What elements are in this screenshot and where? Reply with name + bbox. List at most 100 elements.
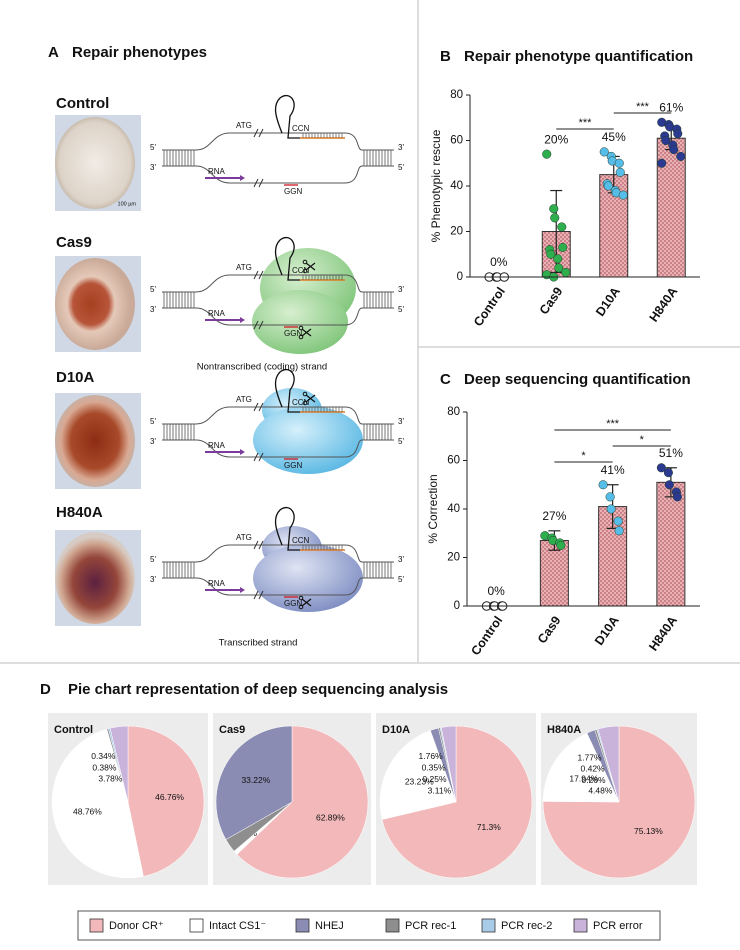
strand-end: 5' bbox=[150, 417, 156, 426]
label: GGN bbox=[284, 461, 302, 470]
data-point bbox=[673, 129, 683, 139]
y-tick-label: 60 bbox=[450, 135, 463, 147]
scissors bbox=[302, 259, 308, 265]
pie-slice bbox=[215, 725, 293, 840]
pie-label: 0.26% bbox=[581, 775, 606, 785]
legend-label: PCR rec-2 bbox=[501, 920, 552, 932]
label: RNA bbox=[208, 579, 226, 588]
legend-swatch bbox=[385, 918, 400, 933]
chart-title: Deep sequencing quantification bbox=[464, 371, 691, 388]
pie-label: 0.25% bbox=[422, 774, 447, 784]
break bbox=[253, 178, 259, 188]
data-point bbox=[669, 145, 679, 155]
label: GGN bbox=[284, 187, 302, 196]
eye bbox=[55, 532, 135, 624]
panel-title: Repair phenotypes bbox=[72, 44, 207, 61]
scissors bbox=[301, 328, 312, 337]
value-label: 0% bbox=[487, 584, 505, 598]
strand-end: 3' bbox=[150, 437, 156, 446]
legend-swatch bbox=[189, 918, 204, 933]
data-point bbox=[676, 151, 686, 161]
panel-letter: B bbox=[440, 48, 451, 65]
strand-end: 5' bbox=[150, 285, 156, 294]
pie-slice bbox=[542, 732, 620, 803]
significance-label: *** bbox=[579, 117, 593, 129]
data-point bbox=[663, 468, 673, 478]
data-point bbox=[657, 158, 667, 168]
data-point bbox=[549, 204, 559, 214]
panel-letter: A bbox=[48, 44, 59, 61]
legend-swatch bbox=[89, 918, 104, 933]
pie-title: D10A bbox=[382, 724, 410, 736]
legend-label: Intact CS1⁻ bbox=[209, 920, 266, 932]
break bbox=[258, 590, 264, 600]
legend-swatch bbox=[573, 918, 588, 933]
pie-label: 0.42% bbox=[581, 763, 606, 773]
value-label: 0% bbox=[490, 255, 508, 269]
label: ATG bbox=[236, 395, 252, 404]
data-point bbox=[598, 480, 608, 490]
strand-end: 3' bbox=[398, 555, 404, 564]
scissors bbox=[302, 400, 308, 406]
data-point bbox=[614, 158, 624, 168]
panel-letter: C bbox=[440, 371, 451, 388]
strand bbox=[195, 165, 363, 184]
y-tick-label: 40 bbox=[450, 180, 463, 192]
strand-end: 3' bbox=[398, 143, 404, 152]
strand-end: 5' bbox=[150, 555, 156, 564]
hairpin bbox=[274, 236, 300, 281]
value-label: 41% bbox=[601, 463, 625, 477]
pie-title: H840A bbox=[547, 724, 581, 736]
pie-label: 0.34% bbox=[91, 751, 116, 761]
data-point bbox=[656, 463, 666, 473]
pie-label: 3.11% bbox=[428, 785, 452, 795]
pie-label: 0.35% bbox=[422, 762, 447, 772]
scissors bbox=[305, 394, 316, 403]
row-label: H840A bbox=[56, 504, 103, 521]
strand-end: 3' bbox=[398, 417, 404, 426]
x-tick-label: Control bbox=[468, 614, 505, 658]
scissors bbox=[298, 334, 304, 340]
y-tick-label: 0 bbox=[457, 271, 463, 283]
break bbox=[253, 540, 259, 550]
value-label: 45% bbox=[602, 130, 626, 144]
data-point bbox=[603, 181, 613, 191]
pie-title: Cas9 bbox=[219, 724, 245, 736]
scissors bbox=[301, 598, 312, 607]
data-point bbox=[664, 480, 674, 490]
y-tick-label: 80 bbox=[447, 406, 460, 418]
strand-end: 3' bbox=[150, 305, 156, 314]
break bbox=[253, 590, 259, 600]
strand bbox=[195, 406, 363, 425]
data-point bbox=[661, 135, 671, 146]
rna-arrow bbox=[240, 317, 245, 323]
strand-end: 5' bbox=[398, 575, 404, 584]
x-tick-label: D10A bbox=[593, 285, 623, 319]
strand-end: 3' bbox=[150, 575, 156, 584]
x-tick-label: H840A bbox=[647, 285, 681, 325]
label: ATG bbox=[236, 263, 252, 272]
data-point bbox=[542, 149, 552, 159]
bar bbox=[656, 481, 686, 607]
data-point bbox=[557, 222, 567, 232]
pie-slice bbox=[381, 725, 533, 879]
data-point bbox=[615, 167, 625, 177]
row-label: Cas9 bbox=[56, 234, 92, 251]
data-point bbox=[618, 190, 628, 200]
pie-label: 1.76% bbox=[419, 751, 444, 761]
strand bbox=[195, 307, 363, 326]
data-point bbox=[550, 213, 560, 223]
value-label: 27% bbox=[542, 509, 566, 523]
rna-arrow bbox=[240, 175, 245, 181]
pie-label: 23.23% bbox=[405, 776, 434, 786]
data-point bbox=[558, 242, 568, 252]
pie-label: 1.77% bbox=[577, 752, 602, 762]
label: CCN bbox=[292, 398, 310, 407]
break bbox=[253, 402, 259, 412]
break bbox=[258, 402, 264, 412]
y-tick-label: 80 bbox=[450, 89, 463, 101]
y-tick-label: 0 bbox=[454, 600, 460, 612]
pie-label: 75.13% bbox=[634, 826, 663, 836]
scissors bbox=[298, 595, 304, 601]
x-tick-label: H840A bbox=[646, 614, 680, 654]
